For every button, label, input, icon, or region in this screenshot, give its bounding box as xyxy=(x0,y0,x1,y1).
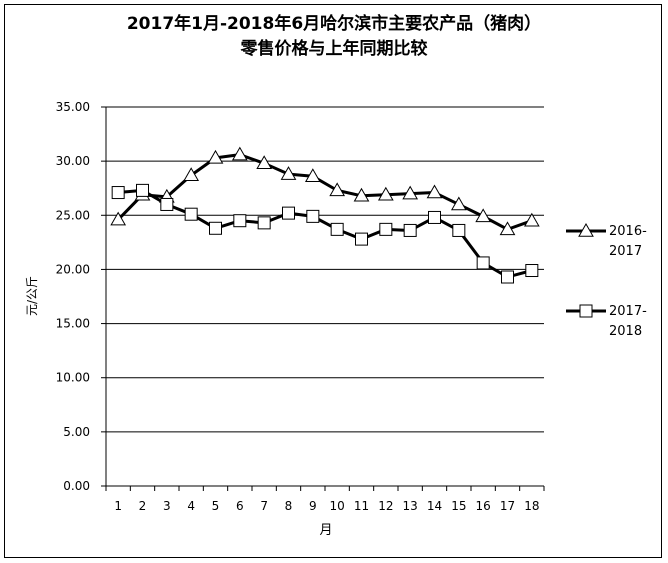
square-marker-point xyxy=(476,256,490,270)
x-tick-label: 2 xyxy=(139,499,147,513)
y-tick-label: 20.00 xyxy=(56,262,90,276)
triangle-marker-point xyxy=(426,184,443,199)
square-marker-point xyxy=(525,264,539,278)
triangle-marker-point xyxy=(110,211,127,226)
legend-label-line2: 2017 xyxy=(609,244,642,259)
triangle-marker-point xyxy=(256,155,273,170)
x-tick-label: 7 xyxy=(260,499,268,513)
triangle-marker-point xyxy=(475,208,492,223)
y-tick-label: 0.00 xyxy=(63,479,90,493)
triangle-marker-point xyxy=(183,167,200,181)
x-tick-label: 13 xyxy=(403,499,418,513)
x-tick-label: 6 xyxy=(236,499,244,513)
triangle-marker-point xyxy=(377,186,394,201)
square-marker-point xyxy=(257,216,271,230)
x-tick-label: 17 xyxy=(500,499,515,513)
square-marker-point xyxy=(403,223,417,237)
x-tick-label: 15 xyxy=(451,499,466,513)
triangle-marker-point xyxy=(304,168,321,183)
square-marker-point xyxy=(379,222,393,236)
square-marker-point xyxy=(330,222,344,236)
x-tick-label: 4 xyxy=(187,499,195,513)
series-line-1 xyxy=(117,153,533,231)
chart-frame xyxy=(4,4,662,558)
square-marker-point xyxy=(355,232,368,246)
x-tick-label: 10 xyxy=(330,499,345,513)
y-tick-label: 5.00 xyxy=(63,425,90,439)
y-tick-label: 30.00 xyxy=(56,154,90,168)
legend: 2016- 2017 2017- 2018 xyxy=(566,222,647,339)
triangle-marker-point xyxy=(523,212,540,227)
square-marker-point xyxy=(160,197,174,211)
x-tick-label: 3 xyxy=(163,499,171,513)
x-tick-label: 12 xyxy=(378,499,393,513)
x-tick-label: 18 xyxy=(524,499,539,513)
chart-subtitle: 零售价格与上年同期比较 xyxy=(240,39,428,59)
square-marker-point xyxy=(282,206,295,220)
triangle-marker-point xyxy=(280,166,297,180)
triangle-marker-point xyxy=(499,221,516,236)
x-tick-label: 16 xyxy=(476,499,491,513)
x-tick-label: 14 xyxy=(427,499,442,513)
square-marker-point xyxy=(136,183,149,197)
chart-title: 2017年1月-2018年6月哈尔滨市主要农产品（猪肉） xyxy=(126,14,542,34)
square-marker-point xyxy=(501,270,514,284)
square-marker-point xyxy=(184,207,198,221)
square-marker-point xyxy=(452,223,466,237)
triangle-marker-point xyxy=(353,187,370,202)
triangle-marker-point xyxy=(231,146,248,161)
y-tick-label: 15.00 xyxy=(56,317,90,331)
triangle-marker-point xyxy=(450,196,467,211)
triangle-marker-point xyxy=(402,185,419,200)
x-tick-label: 1 xyxy=(114,499,122,513)
triangle-marker-point xyxy=(329,182,346,197)
square-marker xyxy=(579,304,593,318)
y-tick-label: 10.00 xyxy=(56,371,90,385)
legend-label-line1: 2016- xyxy=(609,224,647,239)
x-tick-label: 9 xyxy=(309,499,317,513)
legend-label-line1: 2017- xyxy=(609,304,647,319)
square-marker-point xyxy=(209,221,222,235)
square-marker-point xyxy=(111,186,125,200)
y-tick-label: 35.00 xyxy=(56,100,90,114)
triangle-marker xyxy=(578,222,594,237)
square-marker-point xyxy=(233,214,247,228)
triangle-marker-point xyxy=(207,149,224,164)
x-tick-label: 11 xyxy=(354,499,369,513)
square-marker-point xyxy=(306,209,320,223)
x-tick-label: 8 xyxy=(285,499,293,513)
square-marker-point xyxy=(428,210,441,224)
x-tick-label: 5 xyxy=(212,499,220,513)
x-axis-label: 月 xyxy=(319,523,332,538)
y-axis-label: 元/公斤 xyxy=(25,276,39,316)
gridlines xyxy=(106,106,544,433)
y-tick-label: 25.00 xyxy=(56,208,90,222)
series-line-2 xyxy=(118,188,533,279)
series-layer xyxy=(110,146,540,284)
legend-label-line2: 2018 xyxy=(609,324,642,339)
chart-title-block: 2017年1月-2018年6月哈尔滨市主要农产品（猪肉） 零售价格与上年同期比较 xyxy=(0,12,668,62)
